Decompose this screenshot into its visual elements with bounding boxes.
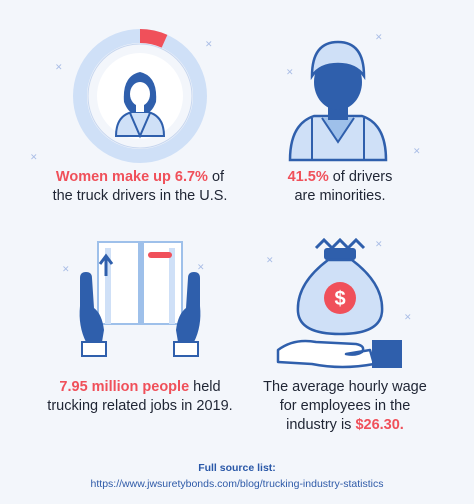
sparkle-icon: ✕ bbox=[375, 32, 383, 42]
highlight-text: 41.5% bbox=[287, 169, 329, 185]
source-heading: Full source list: bbox=[198, 462, 276, 474]
sparkle-icon: ✕ bbox=[266, 255, 274, 265]
caption-line: 41.5% of drivers bbox=[240, 168, 440, 187]
caption-text: of drivers bbox=[328, 169, 393, 185]
stat-wage-caption: The average hourly wage for employees in … bbox=[240, 378, 450, 435]
hand-money-bag-icon: $ bbox=[276, 237, 402, 369]
caption-line: are minorities. bbox=[240, 187, 440, 206]
source-link[interactable]: https://www.jwsuretybonds.com/blog/truck… bbox=[90, 478, 384, 490]
caption-line: the truck drivers in the U.S. bbox=[20, 187, 260, 206]
stat-jobs-caption: 7.95 million people held trucking related… bbox=[20, 378, 260, 416]
highlight-text: $26.30. bbox=[355, 417, 404, 433]
sparkle-icon: ✕ bbox=[62, 264, 70, 274]
hands-holding-book-icon bbox=[79, 241, 201, 357]
sparkle-icon: ✕ bbox=[197, 262, 205, 272]
caption-line: trucking related jobs in 2019. bbox=[20, 397, 260, 416]
highlight-text: Women make up 6.7% bbox=[55, 169, 208, 185]
sparkle-icon: ✕ bbox=[413, 146, 421, 156]
sparkle-icon: ✕ bbox=[205, 39, 213, 49]
stat-women-caption: Women make up 6.7% of the truck drivers i… bbox=[20, 168, 260, 206]
svg-text:$: $ bbox=[334, 288, 345, 310]
caption-text: of bbox=[207, 169, 225, 185]
caption-text: held bbox=[189, 379, 221, 395]
driver-bust-icon bbox=[288, 40, 388, 162]
caption-text: for employees in the bbox=[279, 398, 411, 414]
sparkle-icon: ✕ bbox=[55, 62, 63, 72]
caption-text: The average hourly wage bbox=[263, 379, 427, 395]
highlight-text: 7.95 million people bbox=[59, 379, 190, 395]
stat-minorities-caption: 41.5% of drivers are minorities. bbox=[240, 168, 440, 206]
caption-line: for employees in the bbox=[240, 397, 450, 416]
caption-line: 7.95 million people held bbox=[20, 378, 260, 397]
donut-highlight-arc bbox=[139, 29, 168, 48]
woman-driver-donut-icon bbox=[73, 29, 207, 163]
sparkle-icon: ✕ bbox=[404, 312, 412, 322]
caption-line: Women make up 6.7% of bbox=[20, 168, 260, 187]
caption-text: the truck drivers in the U.S. bbox=[52, 188, 228, 204]
caption-text: are minorities. bbox=[294, 188, 386, 204]
sparkle-icon: ✕ bbox=[375, 239, 383, 249]
sparkle-icon: ✕ bbox=[286, 67, 294, 77]
caption-line: The average hourly wage bbox=[240, 378, 450, 397]
caption-text: industry is bbox=[286, 417, 356, 433]
caption-text: trucking related jobs in 2019. bbox=[47, 398, 233, 414]
caption-line: industry is $26.30. bbox=[240, 416, 450, 435]
sparkle-icon: ✕ bbox=[30, 152, 38, 162]
